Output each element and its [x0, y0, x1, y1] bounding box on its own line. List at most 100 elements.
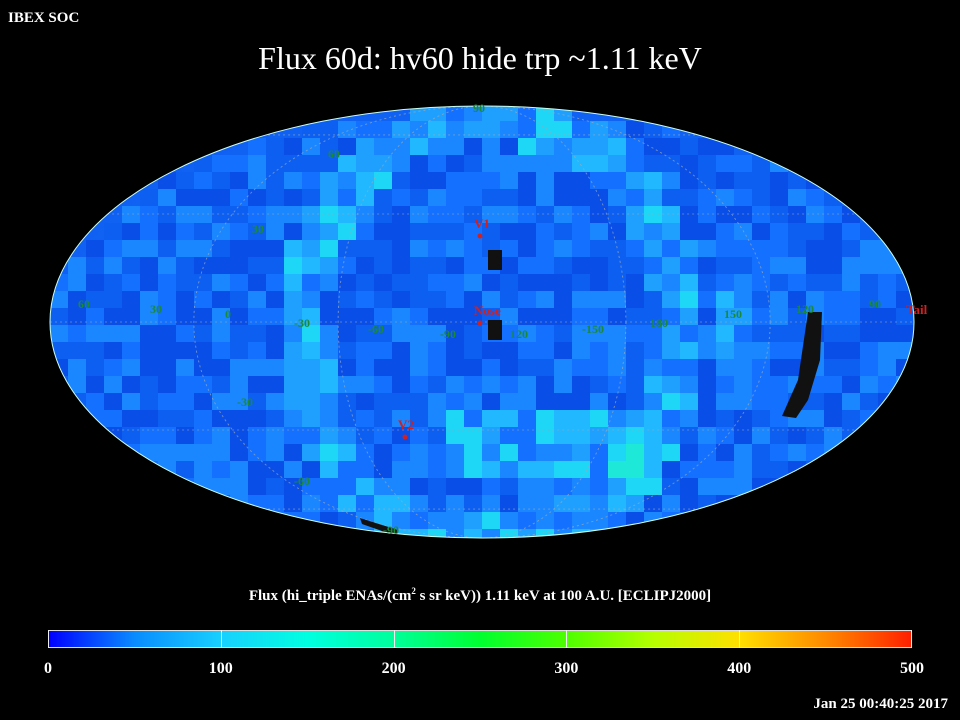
flux-pixel: [464, 478, 482, 495]
flux-pixel: [392, 223, 410, 240]
pole-label: 90: [473, 101, 485, 115]
flux-pixel: [410, 427, 428, 444]
flux-pixel: [410, 512, 428, 529]
flux-pixel: [338, 342, 356, 359]
colorbar-tick-label: 400: [727, 660, 752, 677]
flux-pixel: [518, 308, 536, 325]
flux-pixel: [554, 495, 572, 512]
flux-pixel: [194, 172, 212, 189]
flux-pixel: [590, 240, 608, 257]
flux-pixel: [266, 172, 284, 189]
flux-pixel: [176, 172, 194, 189]
flux-pixel: [392, 376, 410, 393]
flux-pixel: [860, 359, 878, 376]
flux-pixel: [770, 342, 788, 359]
flux-pixel: [716, 206, 734, 223]
flux-pixel: [86, 257, 104, 274]
marker-v2-dot: [402, 434, 408, 440]
flux-pixel: [842, 257, 860, 274]
flux-pixel: [212, 291, 230, 308]
flux-pixel: [266, 155, 284, 172]
flux-pixel: [770, 427, 788, 444]
flux-pixel: [680, 308, 698, 325]
flux-pixel: [536, 155, 554, 172]
flux-pixel: [734, 427, 752, 444]
flux-pixel: [410, 325, 428, 342]
flux-pixel: [518, 172, 536, 189]
flux-pixel: [896, 359, 914, 376]
flux-pixel: [734, 461, 752, 478]
flux-pixel: [698, 172, 716, 189]
sky-map-pixels: [50, 106, 914, 538]
flux-pixel: [770, 155, 788, 172]
flux-pixel: [266, 427, 284, 444]
flux-pixel: [608, 529, 626, 538]
flux-pixel: [230, 189, 248, 206]
flux-pixel: [896, 308, 914, 325]
flux-pixel: [230, 427, 248, 444]
flux-pixel: [698, 257, 716, 274]
flux-pixel: [518, 342, 536, 359]
flux-pixel: [212, 461, 230, 478]
flux-pixel: [230, 240, 248, 257]
flux-pixel: [320, 240, 338, 257]
flux-pixel: [320, 223, 338, 240]
flux-pixel: [212, 478, 230, 495]
flux-pixel: [608, 410, 626, 427]
flux-pixel: [410, 172, 428, 189]
flux-pixel: [68, 359, 86, 376]
flux-pixel: [320, 461, 338, 478]
flux-pixel: [626, 512, 644, 529]
flux-pixel: [104, 410, 122, 427]
flux-pixel: [140, 308, 158, 325]
flux-pixel: [464, 308, 482, 325]
flux-pixel: [392, 495, 410, 512]
flux-pixel: [842, 376, 860, 393]
flux-pixel: [716, 155, 734, 172]
flux-pixel: [356, 325, 374, 342]
flux-pixel: [464, 291, 482, 308]
flux-pixel: [752, 257, 770, 274]
flux-pixel: [284, 461, 302, 478]
flux-pixel: [806, 223, 824, 240]
flux-pixel: [356, 240, 374, 257]
flux-pixel: [446, 342, 464, 359]
flux-pixel: [518, 189, 536, 206]
flux-pixel: [608, 359, 626, 376]
flux-pixel: [428, 121, 446, 138]
flux-pixel: [518, 495, 536, 512]
flux-pixel: [428, 223, 446, 240]
flux-pixel: [302, 274, 320, 291]
flux-pixel: [428, 461, 446, 478]
no-data-region: [488, 320, 502, 340]
flux-pixel: [338, 376, 356, 393]
flux-pixel: [392, 121, 410, 138]
flux-pixel: [644, 189, 662, 206]
flux-pixel: [212, 308, 230, 325]
flux-pixel: [896, 291, 914, 308]
flux-pixel: [50, 325, 68, 342]
flux-pixel: [554, 410, 572, 427]
flux-pixel: [734, 495, 752, 512]
flux-pixel: [266, 376, 284, 393]
flux-pixel: [500, 444, 518, 461]
flux-pixel: [680, 393, 698, 410]
flux-pixel: [482, 121, 500, 138]
flux-pixel: [464, 138, 482, 155]
flux-pixel: [626, 240, 644, 257]
flux-pixel: [590, 206, 608, 223]
flux-pixel: [68, 342, 86, 359]
flux-pixel: [536, 359, 554, 376]
flux-pixel: [536, 325, 554, 342]
flux-pixel: [734, 342, 752, 359]
flux-pixel: [446, 257, 464, 274]
flux-pixel: [320, 155, 338, 172]
flux-pixel: [500, 106, 518, 121]
flux-pixel: [320, 393, 338, 410]
flux-pixel: [104, 393, 122, 410]
flux-pixel: [716, 359, 734, 376]
flux-pixel: [464, 223, 482, 240]
flux-pixel: [176, 240, 194, 257]
flux-pixel: [590, 172, 608, 189]
flux-pixel: [770, 274, 788, 291]
